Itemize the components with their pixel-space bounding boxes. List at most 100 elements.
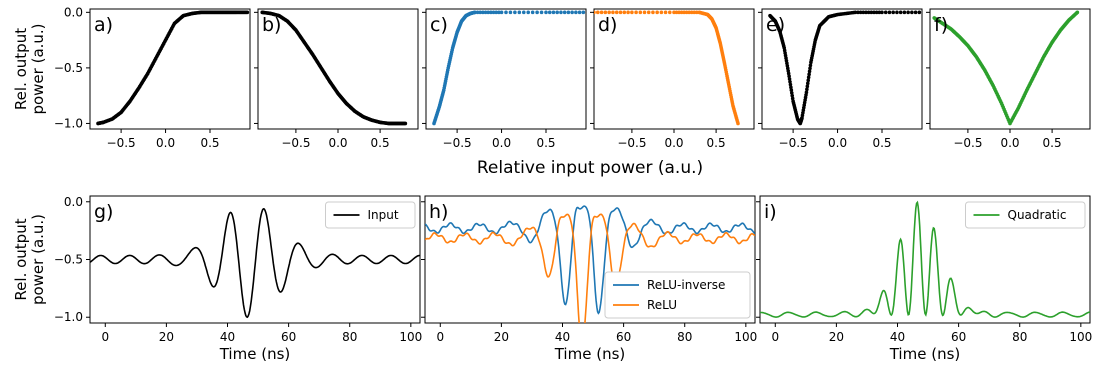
data-point	[808, 63, 813, 68]
series-line-relu	[425, 213, 755, 323]
data-point	[789, 85, 793, 90]
axes-frame	[929, 8, 1091, 130]
data-point	[618, 10, 623, 15]
data-point	[626, 10, 630, 15]
legend: Quadratic	[965, 201, 1086, 229]
data-point	[917, 10, 922, 15]
data-point	[603, 10, 608, 15]
panel-label: e)	[766, 14, 785, 36]
x-tick-label: 0.5	[371, 136, 390, 150]
x-tick-label: 100	[734, 330, 757, 344]
x-tick-label: 0.0	[828, 136, 847, 150]
data-point	[581, 10, 586, 15]
data-point	[805, 81, 810, 86]
data-point	[679, 10, 684, 15]
axes-frame	[89, 8, 251, 130]
data-point	[858, 10, 863, 15]
data-point	[788, 79, 792, 84]
data-point	[478, 10, 483, 15]
x-axis-label: Time (ns)	[219, 345, 291, 363]
data-point	[1075, 10, 1080, 15]
data-point	[544, 10, 548, 15]
series-line-input	[90, 208, 420, 319]
data-point	[877, 10, 882, 15]
data-point	[694, 10, 699, 15]
panel-e: −0.5 0.0 0.5 e)	[758, 8, 923, 150]
legend: Input	[325, 201, 416, 229]
data-point	[674, 10, 679, 15]
data-point	[655, 10, 659, 15]
panel-label: c)	[430, 14, 448, 36]
y-axis-label: Rel. outputpower (a.u.)	[12, 214, 47, 305]
data-point	[634, 10, 638, 15]
data-point	[659, 10, 664, 15]
x-tick-label: 100	[399, 330, 422, 344]
data-point	[883, 10, 888, 15]
panel-b: −0.5 0.0 0.5 b)	[254, 8, 419, 150]
data-point	[902, 10, 907, 15]
data-point	[403, 121, 408, 126]
data-point	[663, 10, 668, 15]
data-point	[539, 10, 544, 15]
x-tick-label: −0.5	[107, 136, 136, 150]
data-point	[787, 74, 791, 79]
x-tick-label: 80	[342, 330, 357, 344]
panel-label: a)	[94, 14, 113, 36]
data-point	[874, 10, 879, 15]
x-tick-label: 0.5	[707, 136, 726, 150]
data-point	[787, 77, 792, 81]
y-axis-label: Rel. outputpower (a.u.)	[12, 23, 47, 114]
panel-g: 0 20 40 60 80 100 0.0 −0.5 −1.0 Rel. outputpower …	[12, 195, 422, 363]
x-tick-label: 40	[220, 330, 235, 344]
data-point	[869, 10, 874, 15]
data-point	[864, 10, 868, 15]
panel-h: 0 20 40 60 80 100 Time (ns) h) ReLU-inverse ReLU	[421, 195, 757, 363]
data-point	[504, 10, 508, 15]
x-tick-label: −0.5	[779, 136, 808, 150]
data-point	[491, 10, 496, 15]
plot-area	[432, 10, 586, 126]
data-point	[489, 10, 493, 15]
x-tick-label: −0.5	[953, 136, 982, 150]
data-point	[692, 10, 697, 15]
x-tick-label: 20	[829, 330, 844, 344]
data-point	[646, 10, 651, 15]
x-tick-label: −0.5	[443, 136, 472, 150]
data-point	[530, 10, 535, 15]
data-point	[494, 10, 499, 15]
data-point	[804, 90, 809, 95]
panel-d: −0.5 0.0 0.5 Relative input power (a.u.) d)	[477, 8, 755, 178]
data-point	[880, 10, 884, 15]
data-point	[547, 10, 552, 15]
data-point	[806, 75, 811, 80]
data-point	[788, 82, 793, 87]
data-point	[622, 10, 627, 15]
data-point	[786, 71, 791, 76]
x-tick-label: 0.0	[492, 136, 511, 150]
data-point	[562, 10, 567, 15]
x-tick-label: 60	[281, 330, 296, 344]
data-point	[630, 10, 634, 15]
x-tick-label: 40	[555, 330, 570, 344]
data-point	[736, 121, 740, 126]
y-tick-label: 0.0	[64, 5, 83, 19]
data-point	[910, 10, 914, 15]
x-tick-label: 0	[101, 330, 109, 344]
y-tick-label: −1.0	[54, 310, 83, 324]
data-point	[790, 93, 795, 98]
data-point	[497, 10, 501, 15]
data-point	[807, 69, 812, 74]
data-point	[872, 10, 876, 15]
data-point	[611, 10, 615, 15]
x-tick-label: 0	[771, 330, 779, 344]
data-point	[614, 10, 619, 15]
data-point	[574, 10, 578, 15]
x-tick-label: 20	[494, 330, 509, 344]
panel-label: d)	[598, 14, 617, 36]
x-tick-label: −0.5	[281, 136, 310, 150]
y-tick-label: −0.5	[54, 253, 83, 267]
series-line-quadratic	[760, 200, 1090, 318]
data-point	[517, 10, 522, 15]
data-point	[486, 10, 491, 15]
x-tick-label: 0.0	[664, 136, 683, 150]
